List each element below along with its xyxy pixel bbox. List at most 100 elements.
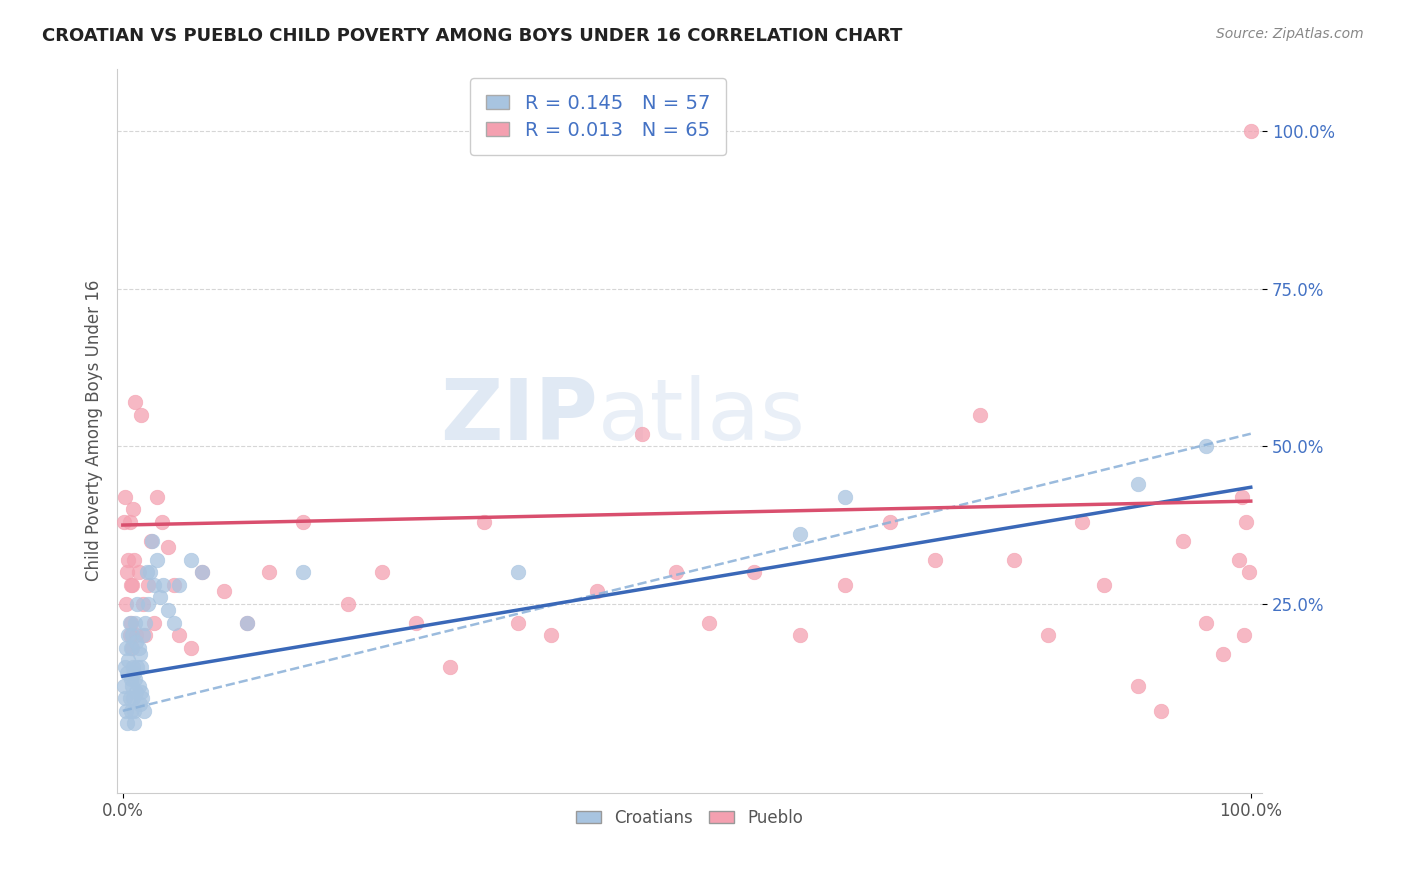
Point <box>115 704 138 718</box>
Point <box>128 698 150 712</box>
Point <box>1230 490 1253 504</box>
Point <box>121 679 143 693</box>
Point <box>179 552 201 566</box>
Point <box>122 502 145 516</box>
Point <box>139 533 162 548</box>
Text: Source: ZipAtlas.com: Source: ZipAtlas.com <box>1216 27 1364 41</box>
Point <box>162 578 184 592</box>
Point <box>167 628 190 642</box>
Point <box>121 640 143 655</box>
Point <box>472 515 495 529</box>
Point <box>789 628 811 642</box>
Point <box>292 566 315 580</box>
Point <box>214 584 236 599</box>
Point <box>630 426 652 441</box>
Point <box>1171 533 1194 548</box>
Point <box>128 647 150 661</box>
Point <box>128 566 150 580</box>
Point <box>117 716 139 731</box>
Point <box>114 691 136 706</box>
Point <box>1212 647 1234 661</box>
Point <box>167 578 190 592</box>
Point <box>236 615 259 630</box>
Point <box>118 515 141 529</box>
Point <box>122 716 145 731</box>
Point <box>879 515 901 529</box>
Point <box>112 515 135 529</box>
Point <box>112 679 135 693</box>
Text: atlas: atlas <box>598 375 806 458</box>
Point <box>506 566 529 580</box>
Point <box>134 615 156 630</box>
Point <box>117 653 139 667</box>
Point <box>139 566 162 580</box>
Point <box>143 615 166 630</box>
Point <box>120 640 142 655</box>
Point <box>124 673 146 687</box>
Text: ZIP: ZIP <box>440 375 598 458</box>
Point <box>135 566 157 580</box>
Point <box>259 566 281 580</box>
Point <box>191 566 214 580</box>
Point <box>191 566 214 580</box>
Point <box>121 628 143 642</box>
Point <box>129 659 152 673</box>
Point <box>506 615 529 630</box>
Point <box>145 552 167 566</box>
Point <box>924 552 946 566</box>
Point <box>1036 628 1059 642</box>
Point <box>152 578 174 592</box>
Point <box>834 578 856 592</box>
Point <box>789 527 811 541</box>
Point <box>131 691 153 706</box>
Point <box>1229 552 1251 566</box>
Point <box>117 552 139 566</box>
Point <box>120 578 142 592</box>
Point <box>136 597 159 611</box>
Point <box>1237 566 1260 580</box>
Text: CROATIAN VS PUEBLO CHILD POVERTY AMONG BOYS UNDER 16 CORRELATION CHART: CROATIAN VS PUEBLO CHILD POVERTY AMONG B… <box>42 27 903 45</box>
Point <box>1233 628 1256 642</box>
Point <box>128 679 150 693</box>
Point <box>125 628 148 642</box>
Point <box>122 691 145 706</box>
Point <box>145 490 167 504</box>
Point <box>969 408 991 422</box>
Point <box>118 691 141 706</box>
Point <box>156 540 179 554</box>
Point <box>162 615 184 630</box>
Point <box>1234 515 1257 529</box>
Point <box>134 628 156 642</box>
Point <box>120 673 142 687</box>
Point <box>179 640 201 655</box>
Point <box>1070 515 1092 529</box>
Point <box>118 615 141 630</box>
Point <box>439 659 461 673</box>
Point <box>124 615 146 630</box>
Point <box>120 615 142 630</box>
Point <box>118 628 141 642</box>
Point <box>117 628 139 642</box>
Point <box>1194 439 1216 453</box>
Point <box>120 704 142 718</box>
Point <box>405 615 427 630</box>
Point <box>371 566 394 580</box>
Point <box>125 685 148 699</box>
Legend: Croatians, Pueblo: Croatians, Pueblo <box>567 800 811 835</box>
Point <box>134 704 156 718</box>
Point <box>122 552 145 566</box>
Point <box>127 597 149 611</box>
Point <box>1194 615 1216 630</box>
Y-axis label: Child Poverty Among Boys Under 16: Child Poverty Among Boys Under 16 <box>86 280 103 582</box>
Point <box>122 704 145 718</box>
Point <box>585 584 607 599</box>
Point <box>129 685 152 699</box>
Point <box>337 597 360 611</box>
Point <box>664 566 686 580</box>
Point <box>129 408 152 422</box>
Point <box>1002 552 1025 566</box>
Point <box>115 597 138 611</box>
Point <box>1126 679 1149 693</box>
Point <box>136 578 159 592</box>
Point <box>122 659 145 673</box>
